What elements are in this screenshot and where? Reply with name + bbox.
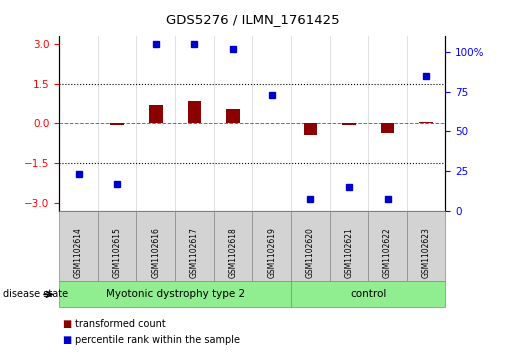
Text: GSM1102615: GSM1102615 [113,227,122,278]
Bar [149,105,163,123]
Text: GSM1102622: GSM1102622 [383,227,392,278]
Text: GSM1102620: GSM1102620 [306,227,315,278]
Text: GSM1102617: GSM1102617 [190,227,199,278]
Text: GDS5276 / ILMN_1761425: GDS5276 / ILMN_1761425 [165,13,339,26]
Text: ■: ■ [62,319,71,329]
Bar [226,109,240,123]
Text: GSM1102616: GSM1102616 [151,227,160,278]
Bar [381,123,394,132]
Text: transformed count: transformed count [75,319,165,329]
Text: GSM1102621: GSM1102621 [345,227,353,278]
Bar [303,123,317,135]
Bar [419,122,433,123]
Text: GSM1102618: GSM1102618 [229,227,237,278]
Bar [187,101,201,123]
Text: disease state: disease state [3,289,67,299]
Text: ■: ■ [62,335,71,345]
Bar [110,123,124,125]
Text: Myotonic dystrophy type 2: Myotonic dystrophy type 2 [106,289,245,299]
Text: control: control [350,289,386,299]
Text: percentile rank within the sample: percentile rank within the sample [75,335,239,345]
Text: GSM1102614: GSM1102614 [74,227,83,278]
Text: GSM1102623: GSM1102623 [422,227,431,278]
Bar [342,123,356,125]
Text: GSM1102619: GSM1102619 [267,227,276,278]
